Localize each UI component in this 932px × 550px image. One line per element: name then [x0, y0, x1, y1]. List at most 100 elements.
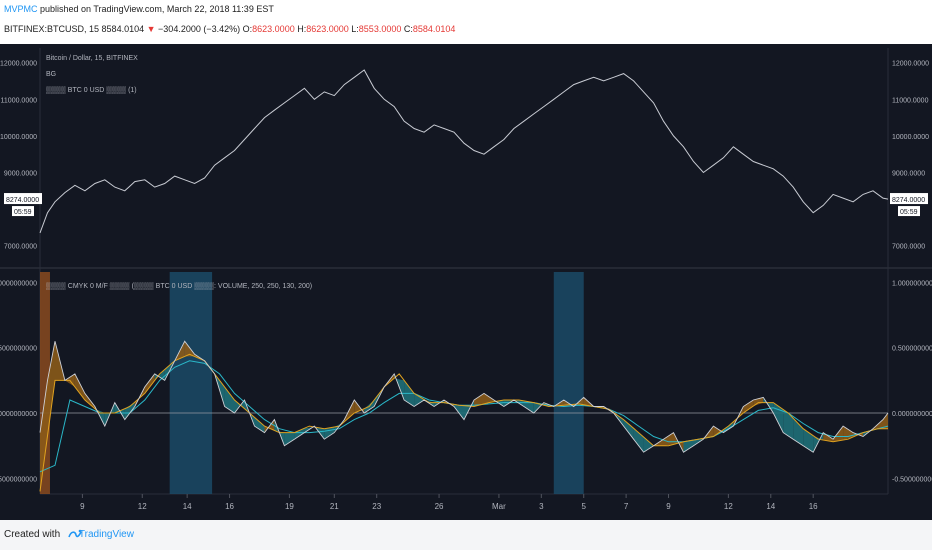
- price-legend-2: ▒▒▒▒ BTC 0 USD ▒▒▒▒ (1): [46, 86, 137, 94]
- osc-legend: ▒▒▒▒ CMYK 0 M/F ▒▒▒▒ (▒▒▒▒ BTC 0 USD ▒▒▒…: [46, 282, 312, 290]
- x-tick-label: 9: [80, 502, 85, 511]
- x-tick-label: 14: [766, 502, 775, 511]
- created-with-text: Created with: [4, 529, 61, 540]
- osc-fill-segment: [124, 402, 135, 420]
- price-legend-0: Bitcoin / Dollar, 15, BITFINEX: [46, 55, 138, 62]
- down-arrow-icon: ▼: [146, 24, 156, 34]
- low-label: L:: [351, 24, 359, 34]
- highlight-band-1: [169, 272, 213, 494]
- x-tick-label: 14: [183, 502, 192, 511]
- chart-area[interactable]: 12000.0000 12000.0000 11000.0000 11000.0000…: [0, 44, 932, 520]
- osc-main-line: [39, 340, 889, 453]
- price-last-label-right-sub-box: [898, 206, 920, 217]
- x-tick-label: 12: [138, 502, 147, 511]
- osc-fill-segment: [144, 373, 155, 394]
- close-label: C:: [403, 24, 413, 34]
- osc-fill-segment: [793, 418, 804, 446]
- price-last-label-right-box: [890, 193, 928, 205]
- osc-fill-segment: [883, 413, 888, 429]
- x-tick-label: 16: [809, 502, 818, 511]
- osc-fill-segment: [224, 386, 235, 413]
- osc-yellow-line: [39, 353, 888, 492]
- price-last-label-left: 8274.0000: [6, 197, 39, 204]
- osc-fill-segment: [783, 409, 794, 440]
- osc-fill-segment: [663, 432, 674, 446]
- price-tick-right: 11000.0000: [892, 97, 929, 104]
- price-last-label-right: 8274.0000: [892, 197, 925, 204]
- osc-fill-segment: [47, 341, 55, 436]
- price-last-label-left-box: [4, 193, 42, 205]
- x-tick-label: 5: [581, 502, 586, 511]
- x-tick-label: Mar: [492, 502, 506, 511]
- tradingview-link[interactable]: TradingView: [78, 529, 134, 540]
- osc-fill-segment: [474, 393, 484, 407]
- osc-fill-segment: [523, 400, 534, 413]
- symbol-line: BITFINEX:BTCUSD, 15 8584.0104 ▼ −304.200…: [4, 24, 455, 34]
- x-tick-label: 26: [435, 502, 444, 511]
- osc-fill-segment: [294, 428, 305, 440]
- price-tick-right: 7000.0000: [892, 244, 925, 251]
- osc-fill-segment: [803, 428, 814, 453]
- price-last-label-left-sub: 05:59: [14, 209, 32, 216]
- low-value: 8553.0000: [358, 24, 402, 34]
- osc-fill-segment: [643, 437, 654, 453]
- x-tick-label: 21: [330, 502, 339, 511]
- price-tick-left: 9000.0000: [4, 170, 37, 177]
- osc-fill-segment: [254, 417, 265, 433]
- price-last-label-left-sub-box: [12, 206, 34, 217]
- created-with: Created with TradingView: [4, 529, 134, 540]
- osc-fill-segment: [414, 393, 425, 407]
- osc-fill-segment: [623, 419, 634, 440]
- published-text: published on TradingView.com, March 22, …: [40, 4, 274, 14]
- x-tick-label: 19: [285, 502, 294, 511]
- price-tick-right: 10000.0000: [892, 134, 929, 141]
- price-line: [39, 69, 889, 234]
- osc-fill-segment: [633, 428, 644, 453]
- price-tick-right: 12000.0000: [892, 61, 929, 68]
- osc-fill-segment: [484, 393, 494, 404]
- symbol-label: BITFINEX:BTCUSD, 15: [4, 24, 100, 34]
- price-tick-left: 11000.0000: [1, 97, 38, 104]
- price-last-label-right-sub: 05:59: [900, 209, 918, 216]
- footer: Created with TradingView: [0, 520, 932, 550]
- x-tick-label: 23: [372, 502, 381, 511]
- close-value: 8584.0104: [412, 24, 456, 34]
- last-price: 8584.0104: [101, 24, 145, 34]
- high-value: 8623.0000: [306, 24, 349, 34]
- open-label: O:: [242, 24, 253, 34]
- change-value: −304.2000 (−3.42%): [158, 24, 241, 34]
- osc-fill-segment: [284, 432, 295, 446]
- tradingview-logo-icon: [68, 529, 82, 538]
- price-legend-1: BG: [46, 71, 56, 78]
- price-tick-left: 10000.0000: [0, 134, 37, 141]
- osc-fill-segment: [40, 380, 48, 492]
- osc-fill-segment: [763, 397, 774, 413]
- publish-line: MVPMC published on TradingView.com, Marc…: [4, 4, 274, 14]
- price-tick-right: 9000.0000: [892, 170, 925, 177]
- osc-fill-segment: [74, 373, 85, 400]
- x-tick-label: 9: [666, 502, 671, 511]
- price-tick-left: 12000.0000: [0, 61, 37, 68]
- x-tick-label: 3: [539, 502, 544, 511]
- osc-fill-segment: [713, 426, 724, 437]
- osc-fill-segment: [743, 400, 754, 413]
- x-tick-label: 16: [225, 502, 234, 511]
- author-link[interactable]: MVPMC: [4, 4, 38, 14]
- highlight-band-2: [553, 272, 584, 494]
- price-tick-left: 7000.0000: [4, 244, 37, 251]
- high-label: H:: [297, 24, 307, 34]
- x-tick-label: 7: [624, 502, 629, 511]
- osc-fill-segment: [773, 402, 784, 433]
- chart-svg[interactable]: 12000.0000 12000.0000 11000.0000 11000.0000…: [0, 44, 932, 520]
- open-value: 8623.0000: [252, 24, 295, 34]
- highlight-band-0: [40, 272, 50, 494]
- x-tick-label: 12: [724, 502, 733, 511]
